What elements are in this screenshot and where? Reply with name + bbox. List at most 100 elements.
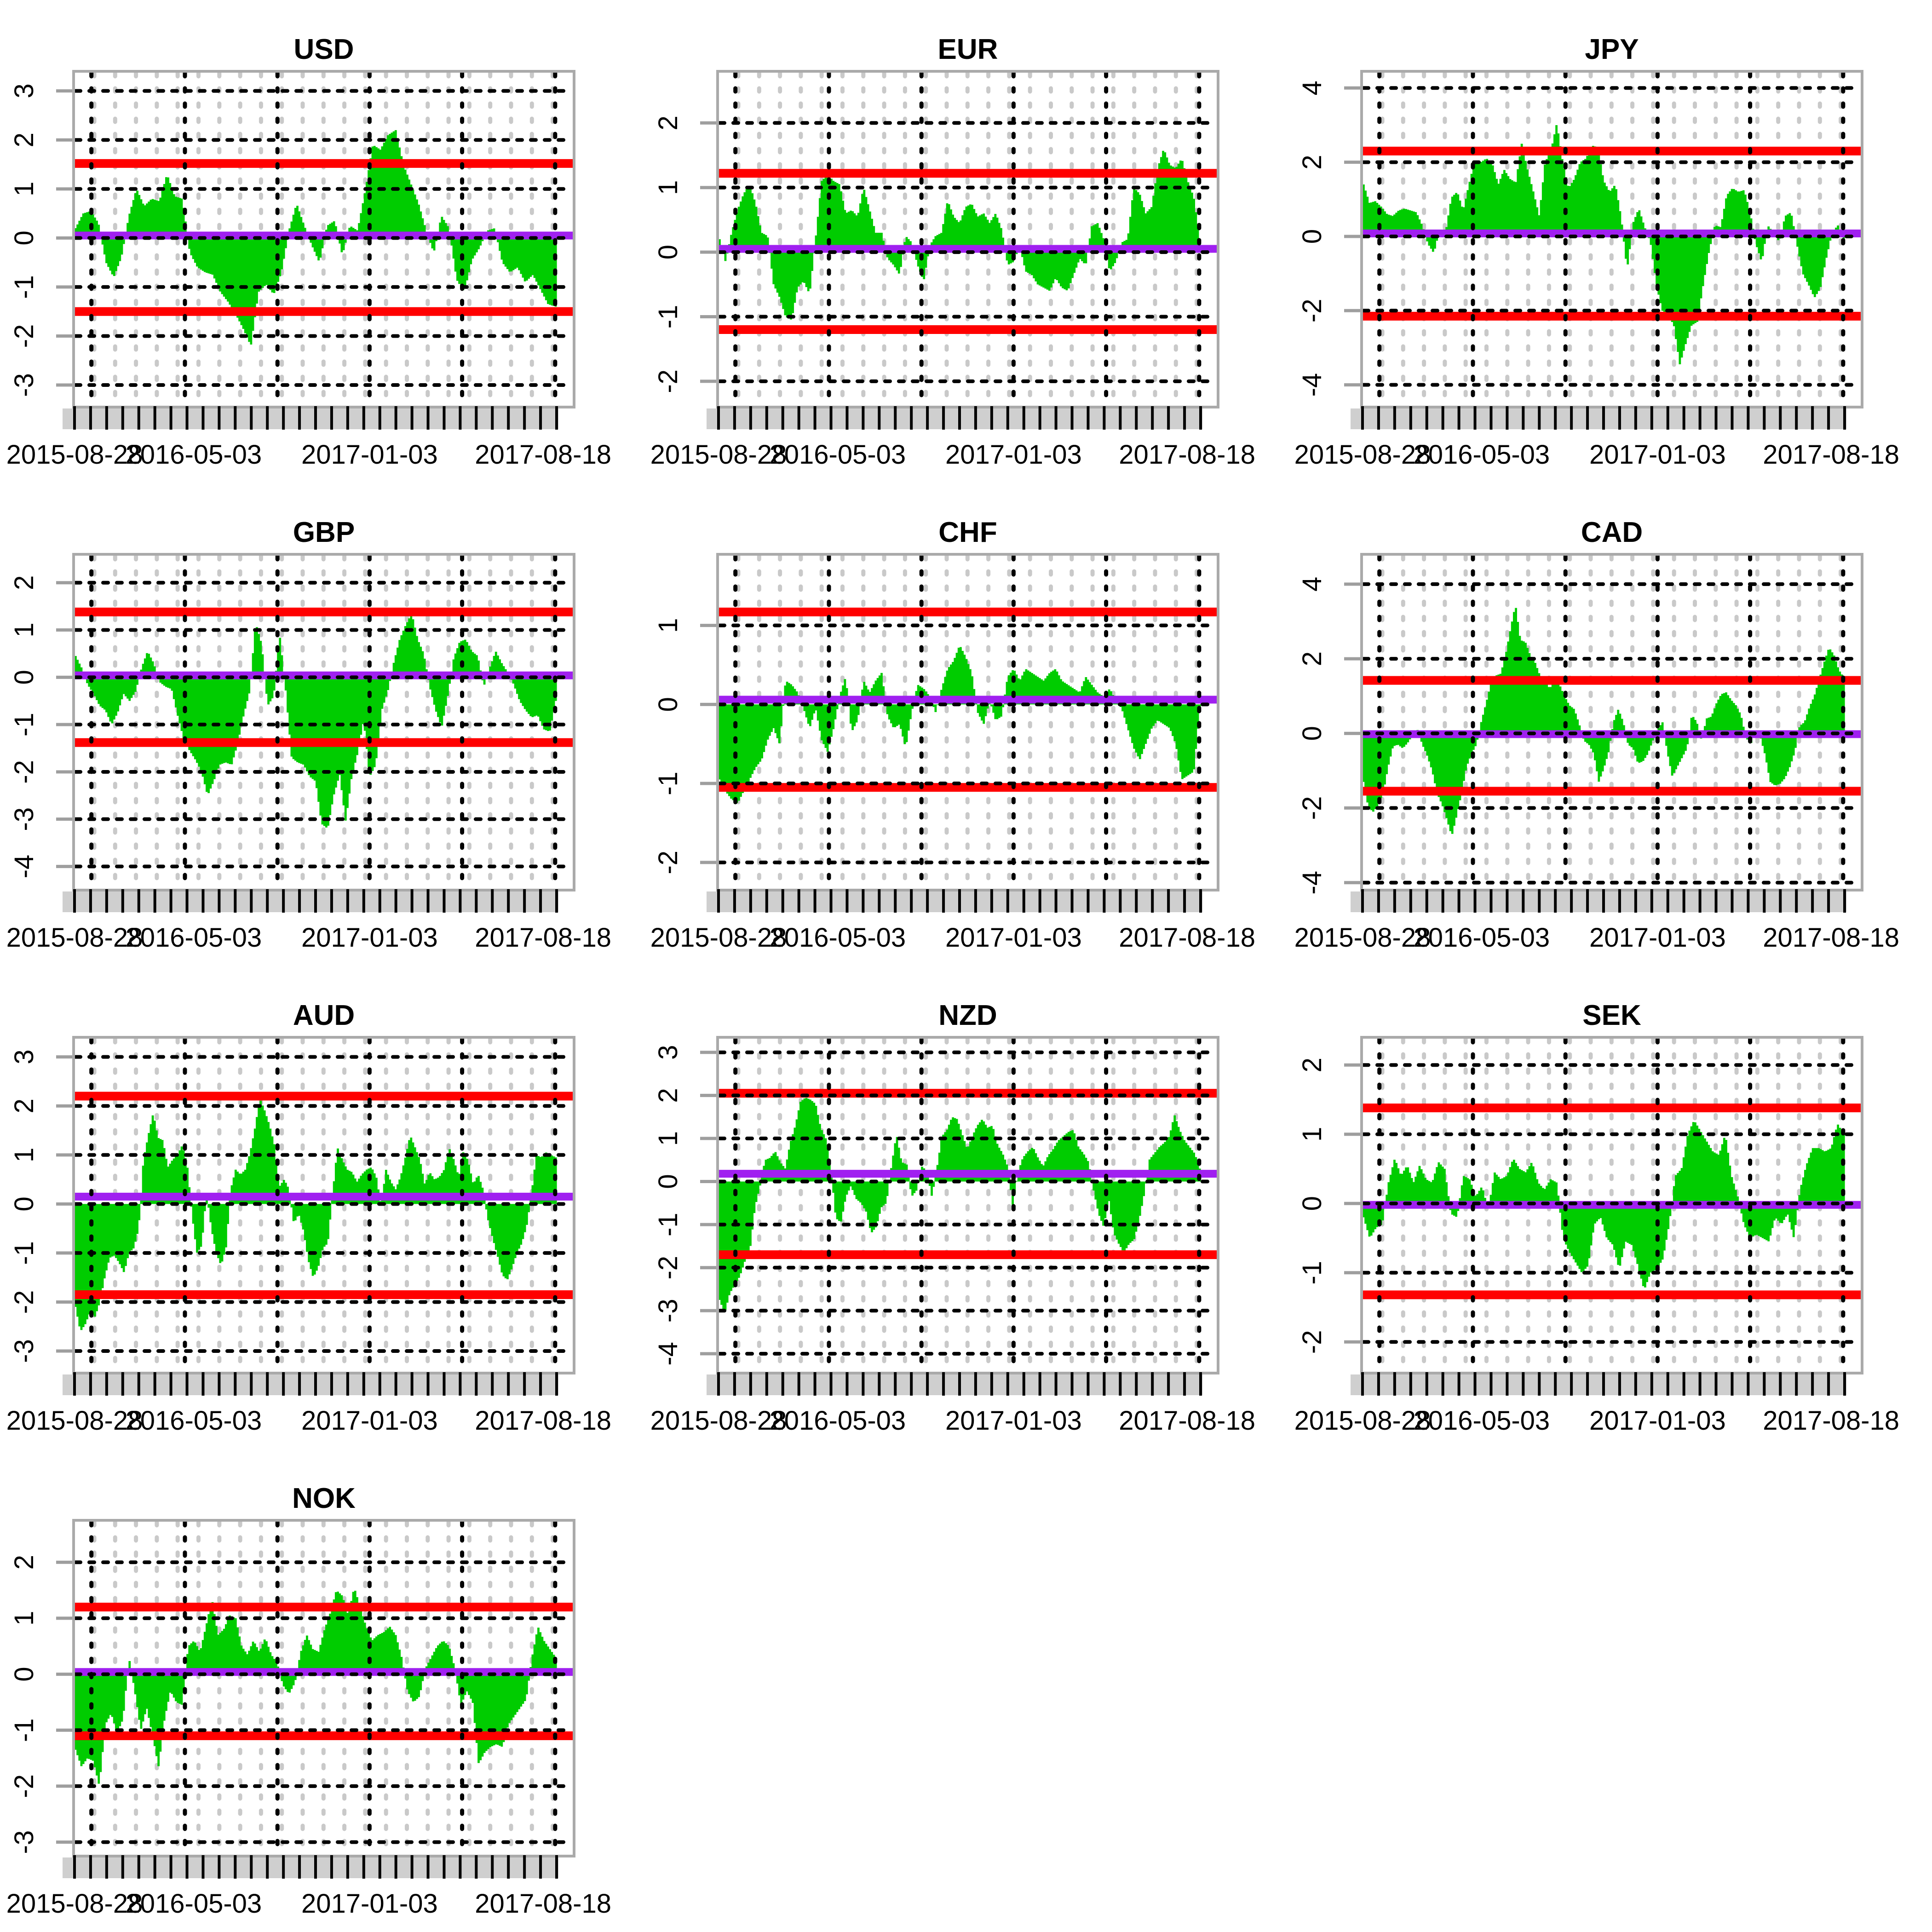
series-bar [1582, 1203, 1585, 1271]
series-bar [115, 238, 117, 271]
series-bar [1804, 720, 1806, 734]
series-bar [138, 195, 141, 238]
series-bar [1694, 236, 1696, 323]
series-bar [1112, 1181, 1114, 1228]
series-bar [1048, 1154, 1051, 1182]
series-bar [468, 1164, 470, 1204]
series-bar [240, 677, 243, 726]
series-bar [551, 1155, 553, 1204]
series-bar [92, 1674, 94, 1761]
series-bar [873, 684, 875, 705]
series-bar [523, 1204, 526, 1232]
series-bar [1046, 252, 1049, 290]
series-bar [1744, 1203, 1747, 1228]
series-bar [811, 1101, 814, 1182]
series-bar [1679, 1171, 1681, 1204]
series-bar [412, 1674, 414, 1702]
series-bar [1125, 1181, 1128, 1248]
y-tick-label: -2 [9, 324, 39, 348]
series-bar [549, 1649, 552, 1674]
series-bar [431, 677, 434, 697]
series-bar [1703, 236, 1706, 275]
series-bar [323, 677, 326, 826]
y-tick-label: -1 [653, 771, 683, 795]
series-bar [954, 658, 956, 705]
series-bar [1143, 704, 1145, 749]
series-bar [443, 1170, 445, 1204]
series-bar [240, 238, 243, 325]
rug-ticks [1361, 889, 1846, 913]
series-bar [1449, 204, 1452, 236]
series-bar [799, 1102, 802, 1182]
series-bar [194, 1204, 196, 1240]
series-bar [1713, 1152, 1716, 1204]
series-bar [1098, 228, 1101, 253]
series-bar [1096, 223, 1099, 253]
series-bar [865, 1181, 868, 1212]
series-bar [1563, 695, 1565, 734]
series-bar [1549, 151, 1552, 236]
series-bar [223, 677, 225, 763]
series-bar [1455, 733, 1458, 818]
series-bar [1114, 252, 1116, 264]
series-bar [1143, 207, 1145, 253]
series-bar [894, 704, 897, 727]
series-bar [298, 677, 301, 763]
series-bar [1594, 1203, 1596, 1224]
series-bar [984, 216, 987, 253]
series-bar [1615, 189, 1617, 236]
series-bar [1540, 1185, 1542, 1204]
series-bar [300, 217, 303, 238]
series-bar [1002, 237, 1005, 253]
series-bar [1133, 188, 1136, 253]
series-bar [86, 212, 88, 238]
series-bar [259, 1100, 262, 1204]
series-bar [450, 238, 453, 246]
series-bar [1520, 640, 1523, 734]
series-bar [435, 677, 437, 712]
series-bar [1466, 733, 1469, 764]
series-bar [1598, 153, 1600, 236]
series-bar [1773, 1203, 1776, 1221]
rug-band [1351, 1374, 1846, 1395]
series-bar [1370, 733, 1373, 811]
series-bar [140, 1674, 143, 1729]
series-bar [310, 677, 312, 778]
series-bar [1534, 663, 1536, 734]
series-bar [749, 187, 752, 253]
series-bar [1736, 191, 1739, 236]
series-bar [1478, 161, 1481, 236]
series-bar [169, 1163, 172, 1204]
series-bar [1152, 704, 1155, 726]
series-bar [803, 252, 806, 283]
series-bar [855, 1181, 858, 1199]
series-bar [554, 1657, 557, 1674]
series-bar [138, 1204, 141, 1220]
series-bar [288, 677, 291, 735]
series-bar [454, 653, 457, 678]
series-bar [99, 1674, 102, 1772]
series-bar [362, 677, 364, 724]
x-tick-label: 2017-01-03 [945, 440, 1082, 470]
series-bar [306, 1204, 308, 1252]
series-bar [128, 213, 131, 238]
series-bar [292, 214, 295, 238]
series-bar [824, 177, 827, 253]
series-bar [886, 1181, 889, 1196]
series-bar [1196, 704, 1199, 729]
series-bar [448, 677, 451, 684]
series-bar [78, 1674, 81, 1761]
y-tick-label: 0 [9, 1196, 39, 1211]
series-bar [1604, 733, 1606, 766]
series-bar [1567, 1203, 1570, 1249]
chart-title: EUR [938, 34, 998, 65]
series-bar [479, 238, 482, 246]
series-bar [907, 704, 910, 731]
series-bar [1811, 236, 1814, 294]
series-bar [1673, 1186, 1675, 1204]
series-bar [441, 1173, 443, 1204]
series-bar [339, 1593, 341, 1674]
series-bar [1117, 1181, 1120, 1244]
series-bar [1451, 1203, 1454, 1215]
series-bar [1800, 724, 1803, 734]
